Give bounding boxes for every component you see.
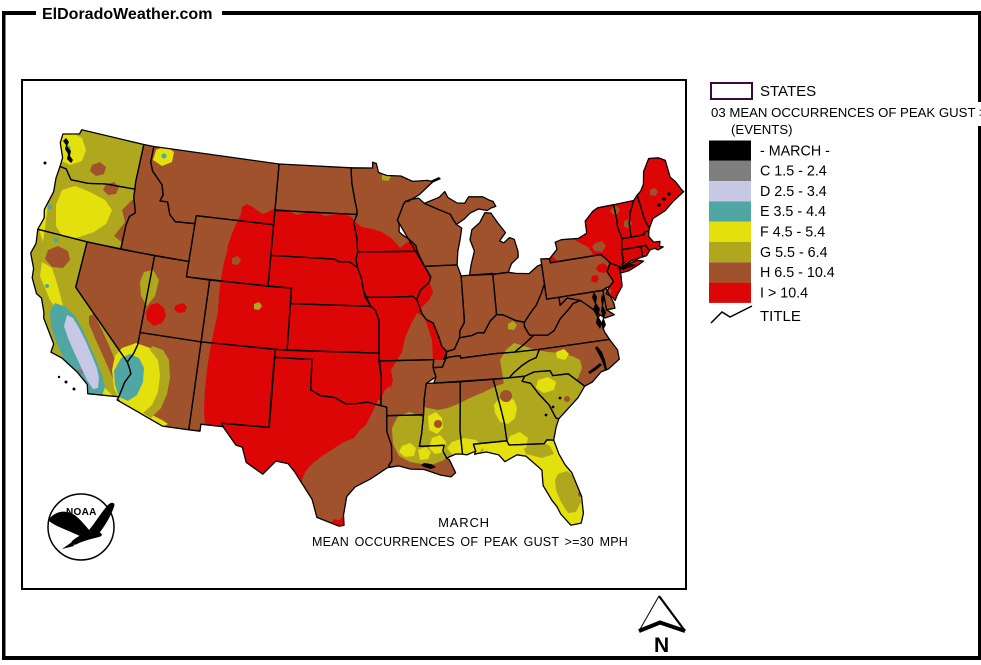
- svg-text:(EVENTS): (EVENTS): [731, 122, 793, 137]
- svg-text:STATES: STATES: [760, 83, 816, 100]
- svg-text:- MARCH -: - MARCH -: [760, 143, 830, 159]
- svg-text:TITLE: TITLE: [760, 308, 801, 325]
- svg-text:I > 10.4: I > 10.4: [760, 285, 808, 301]
- svg-text:N: N: [654, 634, 669, 657]
- svg-text:NOAA: NOAA: [66, 507, 97, 518]
- svg-text:E 3.5 - 4.4: E 3.5 - 4.4: [760, 204, 826, 220]
- svg-text:ElDoradoWeather.com: ElDoradoWeather.com: [42, 6, 212, 23]
- svg-text:MEAN OCCURRENCES OF PEAK GUST: MEAN OCCURRENCES OF PEAK GUST >=30 MPH: [312, 535, 628, 549]
- svg-text:03 MEAN OCCURRENCES OF PEAK GU: 03 MEAN OCCURRENCES OF PEAK GUST >=: [711, 105, 981, 120]
- svg-text:F 4.5 - 5.4: F 4.5 - 5.4: [760, 225, 825, 241]
- svg-text:D 2.5 - 3.4: D 2.5 - 3.4: [760, 184, 827, 200]
- svg-text:H 6.5 - 10.4: H 6.5 - 10.4: [760, 265, 835, 281]
- svg-text:MARCH: MARCH: [438, 515, 490, 530]
- svg-text:G 5.5 - 6.4: G 5.5 - 6.4: [760, 245, 828, 261]
- svg-text:C 1.5 - 2.4: C 1.5 - 2.4: [760, 164, 827, 180]
